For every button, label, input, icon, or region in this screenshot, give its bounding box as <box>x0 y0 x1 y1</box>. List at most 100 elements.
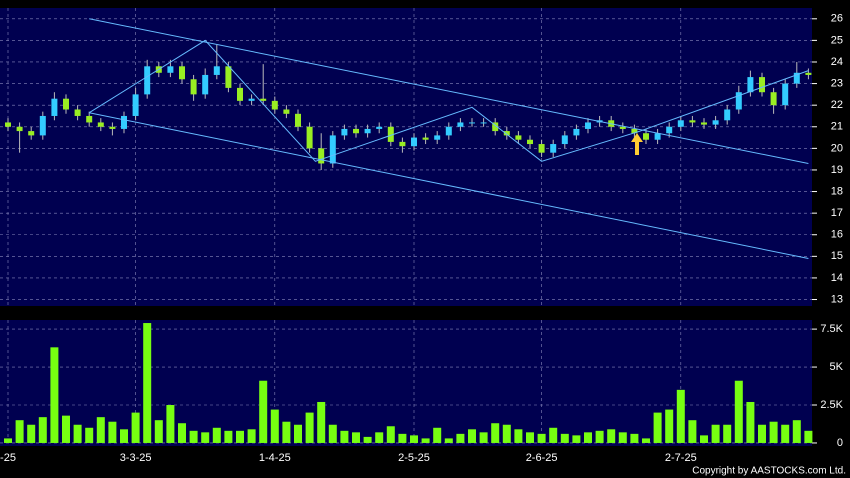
candle-body <box>712 120 719 125</box>
volume-bar <box>642 438 650 443</box>
volume-bar <box>630 433 639 443</box>
volume-bar <box>734 380 743 443</box>
candle-body <box>677 120 684 127</box>
volume-bar <box>665 409 674 443</box>
candle-body <box>492 122 499 132</box>
price-panel <box>0 8 812 306</box>
volume-bar <box>15 420 24 443</box>
candle-body <box>364 128 371 134</box>
volume-bar <box>282 421 291 443</box>
candle-body <box>550 144 557 153</box>
volume-bar <box>618 432 627 443</box>
candle-body <box>225 66 232 88</box>
candle-body <box>121 115 127 129</box>
candle-body <box>724 109 731 121</box>
candle-body <box>213 66 220 75</box>
volume-bar <box>433 427 442 443</box>
candle-body <box>144 66 151 95</box>
y-tick-label: 5K <box>830 361 844 373</box>
volume-bar <box>305 412 314 443</box>
volume-bar <box>502 424 511 443</box>
volume-bar <box>514 429 523 443</box>
candle-body <box>573 128 580 136</box>
candle-body <box>5 122 11 127</box>
volume-bar <box>572 435 581 443</box>
volume-bar <box>201 432 210 443</box>
volume-bar <box>189 430 198 443</box>
volume-bar <box>259 380 268 443</box>
candle-body <box>561 135 568 145</box>
copyright: Copyright by AASTOCKS.com Ltd. <box>692 466 846 477</box>
volume-bar <box>247 429 256 443</box>
x-tick-label: 3-3-25 <box>120 452 152 464</box>
trendline <box>88 39 809 162</box>
candle-body <box>689 120 696 123</box>
candle-body <box>619 126 626 129</box>
volume-bar <box>653 412 662 443</box>
volume-bar <box>50 347 59 443</box>
y-tick-label: 17 <box>831 207 843 219</box>
y-tick-label: 7.5K <box>820 323 843 335</box>
candle-body <box>805 72 812 75</box>
volume-bar <box>328 424 337 443</box>
y-tick-label: 22 <box>831 99 843 111</box>
candle-body <box>202 74 209 95</box>
volume-bar <box>131 412 140 443</box>
volume-bar <box>154 420 163 443</box>
y-tick-label: 24 <box>831 56 843 68</box>
volume-bar <box>723 424 732 443</box>
trendline <box>89 112 809 259</box>
candle-body <box>74 109 81 116</box>
candle-body <box>283 109 290 114</box>
volume-bar <box>410 435 418 443</box>
candle-body <box>86 115 93 123</box>
y-tick-label: 0 <box>837 437 843 449</box>
volume-bar <box>317 401 326 443</box>
candle-body <box>585 122 591 129</box>
y-tick-label: 25 <box>831 34 843 46</box>
volume-bar <box>108 421 117 443</box>
candle-body <box>376 126 383 129</box>
volume-bar <box>595 430 604 443</box>
volume-bar <box>781 424 790 443</box>
candle-body <box>666 126 673 134</box>
candle-body <box>179 66 185 80</box>
candle-body <box>353 128 359 134</box>
candle-body <box>318 148 325 164</box>
y-tick-label: 18 <box>831 185 843 197</box>
volume-bar <box>294 424 302 443</box>
candle-body <box>515 135 522 140</box>
volume-bar <box>421 438 430 443</box>
volume-bar <box>537 433 546 443</box>
candle-body <box>503 131 510 136</box>
candle-body <box>271 100 278 110</box>
candle-body <box>527 139 533 145</box>
candle-body <box>480 122 487 124</box>
volume-bar <box>769 421 778 443</box>
volume-bar <box>676 389 685 443</box>
candle-body <box>295 113 301 127</box>
candle-body <box>329 135 336 164</box>
candle-body <box>735 92 742 110</box>
volume-bar <box>62 415 70 443</box>
candle-body <box>387 126 394 142</box>
volume-bar <box>270 409 279 443</box>
candle-body <box>654 133 661 140</box>
y-tick-label: 2.5K <box>820 399 843 411</box>
volume-bar <box>711 424 720 443</box>
y-tick-label: 13 <box>831 293 843 305</box>
candle-body <box>341 128 348 136</box>
candle-body <box>260 98 267 101</box>
y-tick-label: 14 <box>831 272 843 284</box>
candle-body <box>701 122 707 125</box>
volume-bar <box>688 420 697 443</box>
volume-bar <box>607 429 616 443</box>
volume-bar <box>468 429 476 443</box>
candle-body <box>770 92 777 106</box>
x-tick-label: -25 <box>0 452 16 464</box>
candle-body <box>538 144 545 153</box>
volume-bar <box>456 433 465 443</box>
volume-bar <box>398 433 407 443</box>
volume-bar <box>85 427 94 443</box>
